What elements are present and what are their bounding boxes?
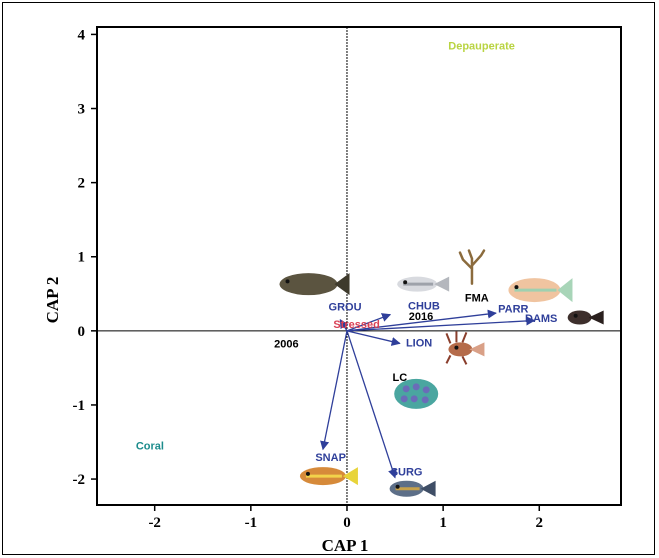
vector-lion — [346, 330, 401, 346]
vector-label-lion: LION — [406, 338, 432, 350]
vector-label-grou: GROU — [329, 301, 362, 313]
fish-eye — [514, 285, 519, 290]
fish-eye — [403, 280, 408, 285]
fish-body — [448, 342, 473, 357]
fish-tail — [434, 276, 450, 292]
x-axis-title: CAP 1 — [322, 536, 369, 555]
coral-polyp — [421, 396, 429, 404]
grouper-fish-icon — [279, 273, 350, 296]
fish-tail — [334, 273, 350, 296]
fish-eye — [395, 484, 400, 489]
y-axis-title: CAP 2 — [43, 277, 62, 324]
fish-tail — [557, 278, 573, 303]
coral-polyp — [422, 386, 430, 394]
fish-tail — [588, 310, 604, 325]
x-tick-label: -2 — [148, 515, 161, 531]
vector-label-dams: DAMS — [525, 313, 557, 325]
x-tick-label: 1 — [439, 515, 447, 531]
y-tick-label: 1 — [78, 250, 86, 266]
vector-label-surg: SURG — [391, 467, 423, 479]
y-tick-label: -1 — [73, 398, 86, 414]
x-tick-label: 0 — [343, 515, 351, 531]
coral-polyp — [400, 395, 408, 403]
vector-label-snap: SNAP — [315, 452, 346, 464]
seaweed-fronds — [458, 249, 486, 285]
seaweed-icon — [458, 249, 486, 285]
y-tick-label: -2 — [73, 472, 86, 488]
y-tick-label: 3 — [78, 102, 86, 118]
lionfish-icon — [445, 331, 485, 365]
x-tick-label: -1 — [245, 515, 258, 531]
fish-eye — [305, 471, 310, 476]
vector-label-chub: CHUB — [408, 301, 440, 313]
annotation-fma: FMA — [465, 292, 489, 304]
fish-body — [567, 310, 592, 325]
vector-chub — [346, 313, 392, 332]
snapper-fish-icon — [299, 467, 358, 486]
fish-body — [279, 273, 338, 296]
annotation-coral: Coral — [136, 441, 164, 453]
y-tick-label: 4 — [78, 27, 86, 43]
chub-fish-icon — [397, 276, 450, 292]
annotation-2016: 2016 — [409, 311, 433, 323]
vector-dams — [346, 316, 536, 332]
damselfish-icon — [567, 310, 604, 325]
annotation-lc: LC — [393, 372, 408, 384]
fish-tail — [469, 342, 485, 357]
vector-label-parr: PARR — [498, 304, 528, 316]
x-tick-label: 2 — [536, 515, 544, 531]
coral-polyp — [412, 383, 420, 391]
fish-tail — [342, 467, 358, 486]
fish-eye — [454, 345, 459, 350]
vector-parr — [346, 309, 497, 332]
annotation-depauperate: Depauperate — [448, 41, 515, 53]
coral-polyp — [410, 395, 418, 403]
annotation-2006: 2006 — [274, 338, 298, 350]
y-tick-label: 0 — [78, 324, 86, 340]
vector-surg — [346, 330, 397, 479]
coral-polyp — [402, 385, 410, 393]
surgeonfish-icon — [389, 480, 436, 497]
vector-grou — [339, 318, 349, 332]
plot-area — [96, 26, 622, 506]
fish-eye — [573, 313, 578, 318]
annotation-stressed: Stressed — [333, 319, 379, 331]
fish-eye — [285, 279, 290, 284]
fish-tail — [420, 480, 436, 497]
lionfish-spines — [445, 331, 468, 365]
parrotfish-icon — [508, 278, 573, 303]
coral-icon — [394, 378, 439, 409]
vector-snap — [320, 330, 348, 451]
y-tick-label: 2 — [78, 176, 86, 192]
